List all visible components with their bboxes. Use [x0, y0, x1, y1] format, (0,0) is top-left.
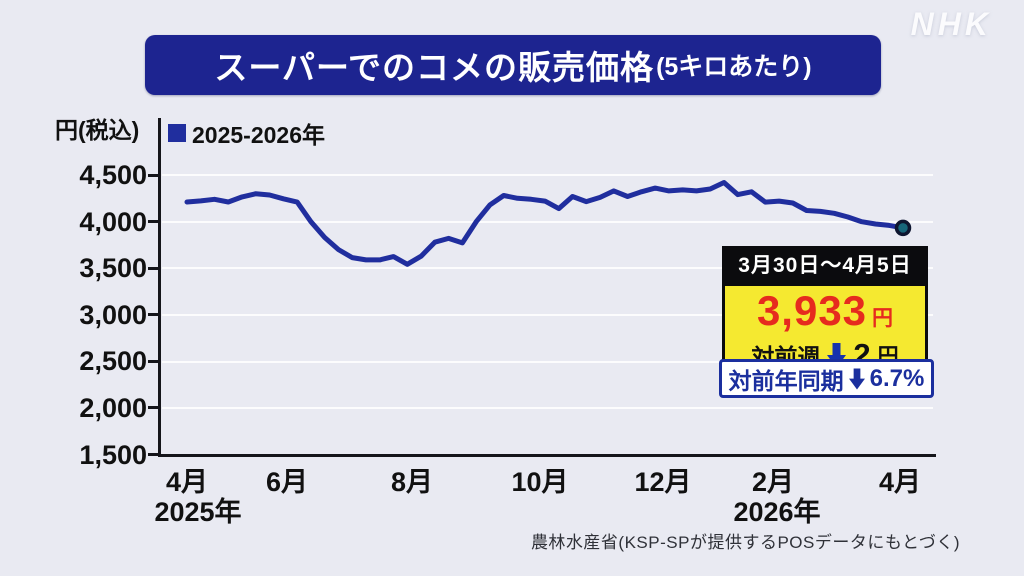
- year-over-year-box: 対前年同期 6.7%: [719, 359, 934, 398]
- nhk-logo: NHK: [910, 6, 992, 42]
- x-axis-tick-label: 2月: [751, 467, 795, 497]
- x-axis-tick-label: 10月: [511, 467, 569, 497]
- down-arrow-icon: [848, 367, 865, 390]
- gridline: [162, 174, 933, 176]
- y-axis-tick: [148, 267, 159, 270]
- gridline: [162, 314, 933, 316]
- x-axis-tick-label: 4月: [878, 467, 922, 497]
- y-axis-line: [158, 118, 161, 457]
- y-axis-tick: [148, 220, 159, 223]
- x-axis-tick-label: 8月: [390, 467, 434, 497]
- latest-price-unit: 円: [872, 307, 894, 330]
- year-over-year-value: 6.7%: [869, 364, 925, 392]
- gridline: [162, 221, 933, 223]
- y-axis-unit-label: 円(税込): [55, 117, 140, 143]
- callout-period: 3月30日～4月5日: [722, 246, 928, 286]
- gridline: [162, 267, 933, 269]
- y-axis-tick-label: 2,500: [79, 346, 147, 376]
- page-title-suffix: (5キロあたり): [656, 53, 812, 81]
- x-axis-tick-label: 4月: [165, 467, 209, 497]
- source-attribution: 農林水産省(KSP-SPが提供するPOSデータにもとづく): [530, 533, 960, 552]
- y-axis-tick-label: 4,000: [79, 207, 147, 237]
- legend-swatch-icon: [168, 124, 186, 142]
- x-axis-line: [158, 454, 936, 457]
- x-axis-year-label: 2026年: [733, 497, 821, 527]
- y-axis-tick: [148, 360, 159, 363]
- year-over-year-label: 対前年同期: [728, 367, 844, 394]
- y-axis-tick-label: 4,500: [79, 160, 147, 190]
- title-bar: スーパーでのコメの販売価格 (5キロあたり): [145, 35, 881, 95]
- y-axis-tick-label: 2,000: [79, 393, 147, 423]
- x-axis-tick-label: 6月: [265, 467, 309, 497]
- y-axis-tick-label: 3,000: [79, 300, 147, 330]
- latest-point-marker: [894, 219, 912, 237]
- page-title: スーパーでのコメの販売価格: [214, 49, 655, 86]
- latest-price-value: 3,933: [756, 287, 868, 334]
- y-axis-tick: [148, 174, 159, 177]
- y-axis-tick: [148, 453, 159, 456]
- gridline: [162, 361, 933, 363]
- legend-label: 2025-2026年: [192, 122, 325, 148]
- gridline: [162, 407, 933, 409]
- y-axis-tick: [148, 313, 159, 316]
- down-arrow-icon: [827, 342, 847, 368]
- x-axis-year-label: 2025年: [154, 497, 242, 527]
- y-axis-tick: [148, 406, 159, 409]
- y-axis-tick-label: 3,500: [79, 253, 147, 283]
- x-axis-tick-label: 12月: [634, 467, 692, 497]
- legend: 2025-2026年: [168, 116, 325, 150]
- y-axis-tick-label: 1,500: [79, 440, 147, 470]
